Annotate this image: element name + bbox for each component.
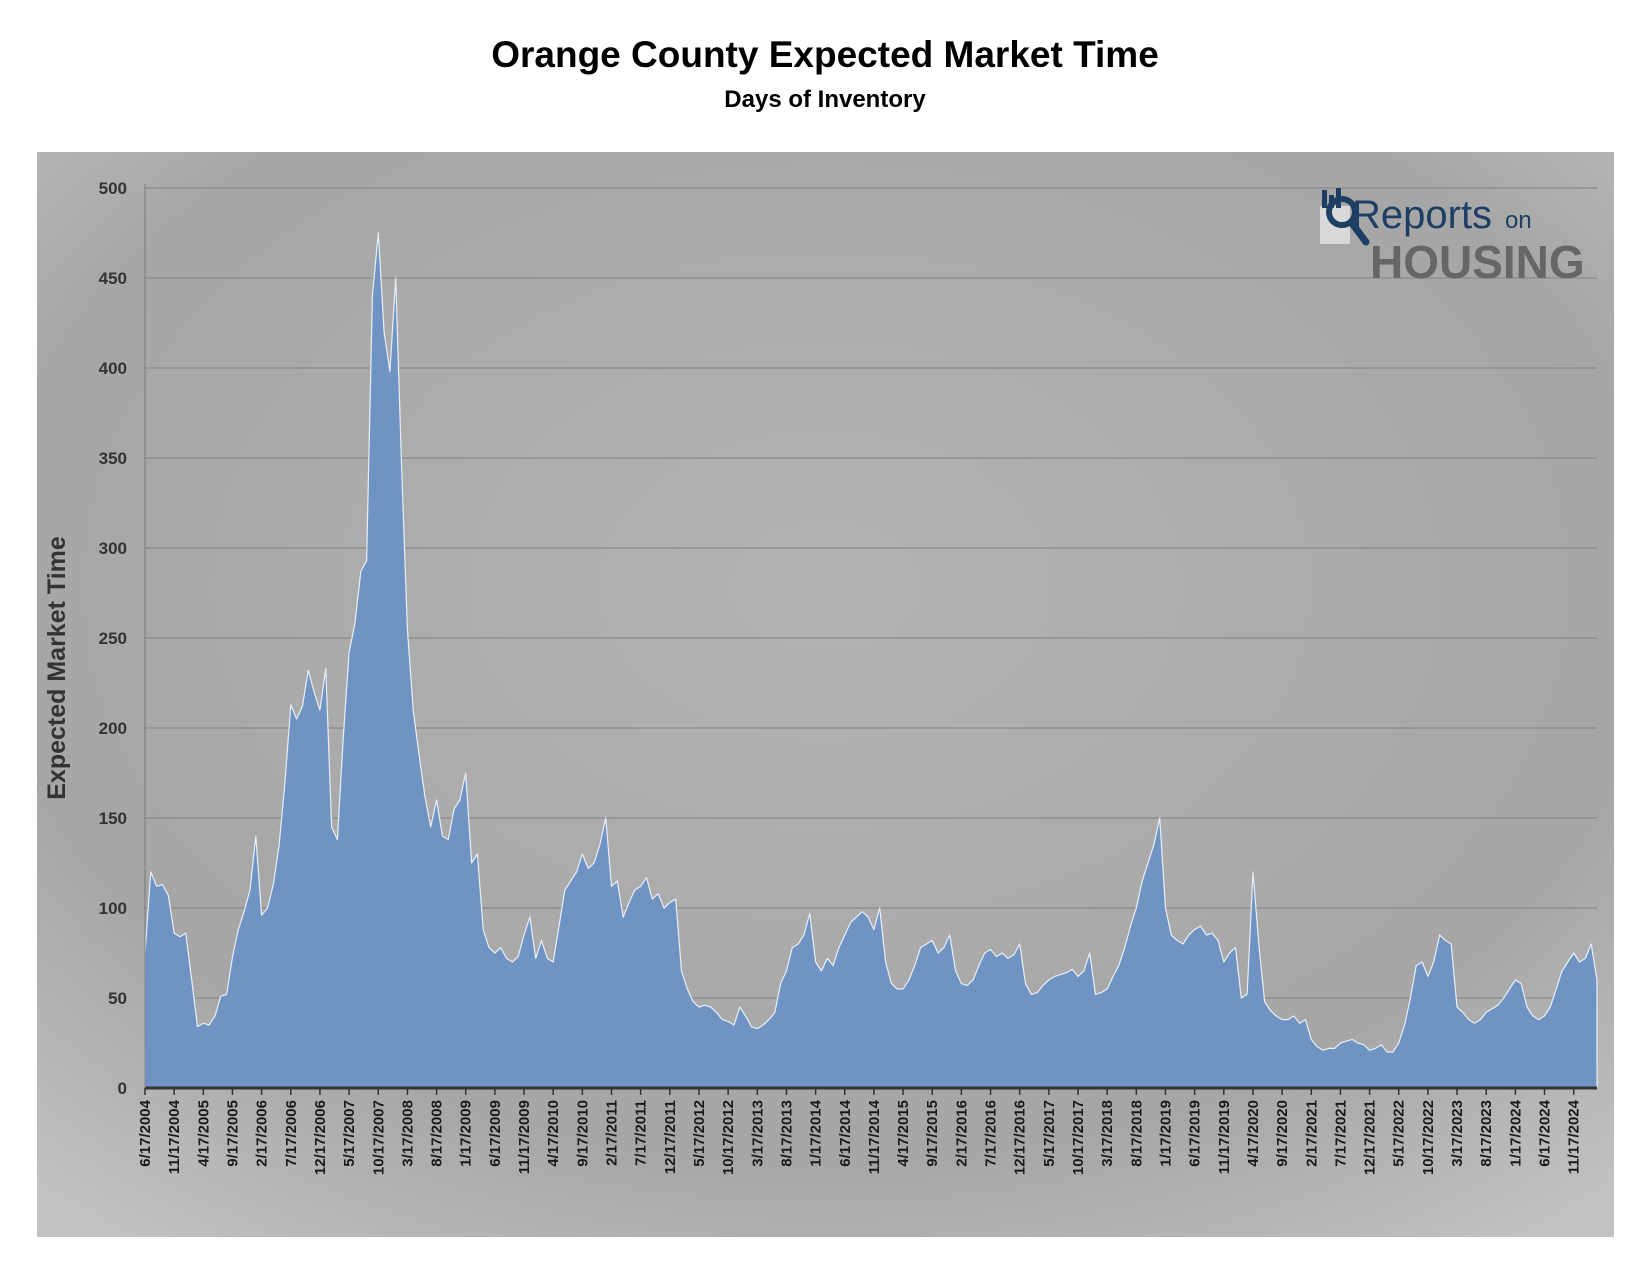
x-tick-label: 10/17/2017 [1070,1100,1087,1175]
x-tick-label: 9/17/2010 [574,1100,591,1167]
x-tick-label: 10/17/2007 [370,1100,387,1175]
x-tick-label: 2/17/2011 [604,1100,621,1166]
y-tick-label: 50 [108,989,127,1008]
x-tick-label: 10/17/2022 [1420,1100,1437,1175]
x-tick-label: 5/17/2022 [1391,1100,1408,1167]
y-tick-label: 300 [99,539,127,558]
x-tick-label: 3/17/2013 [749,1100,766,1167]
x-tick-label: 11/17/2004 [166,1099,183,1174]
x-tick-label: 12/17/2021 [1362,1100,1379,1175]
y-axis-label: Expected Market Time [43,536,71,800]
x-tick-label: 1/17/2009 [458,1100,475,1167]
x-tick-label: 12/17/2006 [312,1100,329,1175]
area-series [144,232,1598,1089]
x-tick-label: 8/17/2018 [1128,1100,1145,1167]
x-tick-label: 11/17/2014 [866,1099,883,1174]
y-tick-label: 250 [99,629,127,648]
x-tick-label: 9/17/2015 [924,1100,941,1167]
x-tick-label: 8/17/2008 [429,1100,446,1167]
x-tick-label: 8/17/2023 [1478,1100,1495,1167]
logo-housing-text: HOUSING [1370,236,1585,288]
x-tick-label: 11/17/2009 [516,1100,533,1174]
y-tick-label: 500 [99,179,127,198]
y-tick-label: 200 [99,719,127,738]
x-tick-label: 2/17/2016 [953,1100,970,1167]
x-tick-label: 4/17/2005 [195,1100,212,1167]
y-tick-label: 150 [99,809,127,828]
logo-reports-text: Reports [1352,193,1492,237]
x-tick-label: 5/17/2017 [1041,1100,1058,1167]
x-tick-label: 6/17/2014 [837,1099,854,1166]
x-tick-label: 12/17/2011 [662,1100,679,1174]
x-tick-label: 7/17/2016 [983,1100,1000,1167]
x-tick-label: 2/17/2006 [254,1100,271,1167]
x-tick-label: 8/17/2013 [778,1100,795,1167]
x-tick-label: 12/17/2016 [1012,1100,1029,1175]
x-tick-label: 6/17/2024 [1537,1099,1554,1166]
reports-on-housing-logo: Reports on HOUSING [1320,188,1585,288]
x-tick-label: 5/17/2007 [341,1100,358,1167]
x-tick-label: 4/17/2020 [1245,1100,1262,1167]
x-tick-label: 3/17/2023 [1449,1100,1466,1167]
y-tick-label: 350 [99,449,127,468]
x-tick-label: 6/17/2019 [1187,1100,1204,1167]
y-tick-label: 450 [99,269,127,288]
x-tick-label: 4/17/2010 [545,1100,562,1167]
axes [144,184,1597,1090]
x-tick-label: 11/17/2024 [1566,1099,1583,1174]
x-tick-label: 4/17/2015 [895,1100,912,1167]
y-tick-label: 100 [99,899,127,918]
x-tick-label: 9/17/2005 [225,1100,242,1167]
x-tick-label: 7/17/2011 [633,1100,650,1166]
x-tick-label: 10/17/2012 [720,1100,737,1175]
x-tick-labels: 6/17/2004 11/17/2004 4/17/2005 9/17/2005 2/1… [137,1088,1583,1175]
x-tick-label: 9/17/2020 [1274,1100,1291,1167]
x-tick-label: 6/17/2009 [487,1100,504,1167]
series-area [144,232,1598,1089]
chart-title: Orange County Expected Market Time [491,34,1159,75]
chart-subtitle: Days of Inventory [724,86,926,113]
x-tick-label: 1/17/2024 [1507,1099,1524,1166]
x-tick-label: 7/17/2021 [1332,1100,1349,1167]
x-tick-label: 3/17/2008 [399,1100,416,1167]
x-tick-label: 1/17/2014 [808,1099,825,1166]
x-tick-label: 5/17/2012 [691,1100,708,1167]
y-tick-label: 0 [118,1079,127,1098]
x-tick-label: 2/17/2021 [1303,1100,1320,1167]
y-tick-labels: 0 50 100 150 200 250 300 350 400 450 500 [99,179,127,1098]
x-tick-label: 7/17/2006 [283,1100,300,1167]
x-tick-label: 6/17/2004 [137,1099,154,1166]
x-tick-label: 3/17/2018 [1099,1100,1116,1167]
magnifier-chart-icon [1322,188,1370,246]
logo-on-text: on [1505,207,1532,234]
x-tick-label: 1/17/2019 [1158,1100,1175,1167]
y-tick-label: 400 [99,359,127,378]
x-tick-label: 11/17/2019 [1216,1100,1233,1174]
